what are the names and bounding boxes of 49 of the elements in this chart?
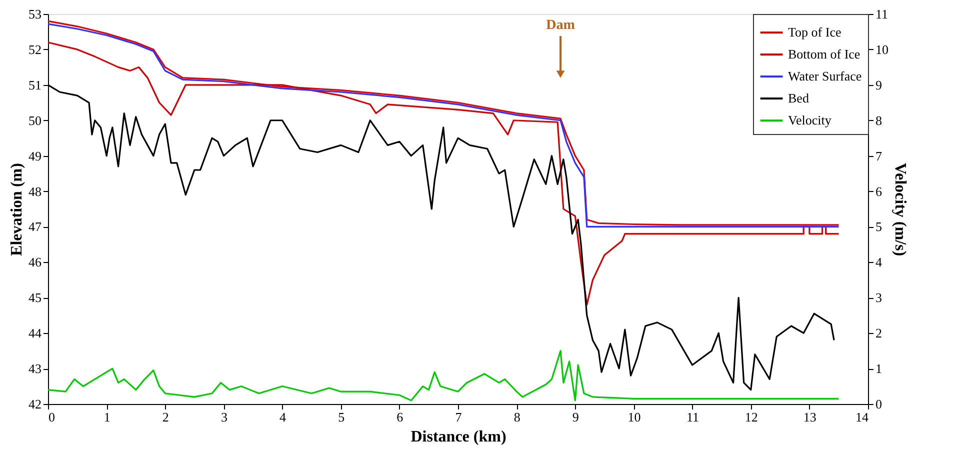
y2-tick-label: 7	[876, 148, 882, 164]
y-axis-title: Elevation (m)	[8, 163, 26, 256]
legend-label: Bed	[788, 90, 810, 106]
legend-label: Top of Ice	[788, 24, 842, 40]
y-tick-label: 53	[28, 6, 42, 22]
x-tick-label: 1	[104, 410, 110, 424]
x-tick-label: 14	[856, 410, 869, 424]
y2-tick-label: 4	[876, 254, 882, 270]
y2-tick-label: 1	[876, 361, 882, 376]
x-tick-label: 5	[338, 410, 345, 424]
y-tick-label: 51	[28, 77, 42, 92]
annotation: Dam	[546, 18, 576, 33]
y2-tick-label: 9	[876, 77, 882, 92]
y-tick-label: 48	[28, 184, 42, 199]
legend-label: Bottom of Ice	[788, 46, 860, 62]
y2-tick-label: 5	[876, 219, 882, 234]
y2-tick-label: 10	[876, 42, 888, 57]
x-tick-label: 12	[744, 410, 758, 424]
y2-tick-label: 8	[876, 112, 882, 128]
legend-label: Velocity	[788, 112, 832, 128]
x-tick-label: 11	[686, 410, 700, 424]
y-tick-label: 47	[28, 219, 42, 234]
line-series	[47, 350, 840, 402]
y-tick-label: 45	[28, 290, 42, 306]
x-tick-label: 6	[396, 410, 404, 424]
y2-tick-label: 2	[876, 326, 882, 341]
x-tick-label: 0	[48, 410, 55, 424]
x-tick-label: 3	[220, 410, 228, 424]
x-tick-label: 7	[455, 410, 462, 424]
y2-tick-label: 11	[876, 6, 888, 22]
legend-label: Water Surface	[788, 68, 862, 84]
x-tick-label: 13	[803, 410, 816, 424]
y-tick-label: 52	[28, 42, 42, 57]
x-tick-label: 10	[628, 410, 641, 424]
x-tick-label: 8	[514, 410, 520, 424]
y-tick-label: 49	[28, 148, 42, 164]
y-tick-label: 44	[28, 326, 42, 341]
x-tick-label: 9	[572, 410, 579, 424]
y2-tick-label: 6	[876, 184, 882, 199]
y-tick-label: 46	[28, 254, 42, 270]
x-tick-label: 2	[162, 410, 169, 424]
y-tick-label: 50	[28, 112, 42, 128]
y2-tick-label: 3	[876, 290, 882, 306]
y-tick-label: 43	[28, 361, 42, 376]
y-tick-label: 42	[28, 396, 42, 412]
y2-axis-title: Velocity (m/s)	[892, 162, 908, 256]
x-tick-label: 4	[280, 410, 287, 424]
y2-tick-label: 0	[876, 396, 882, 412]
x-axis-title: Distance (km)	[410, 428, 506, 446]
